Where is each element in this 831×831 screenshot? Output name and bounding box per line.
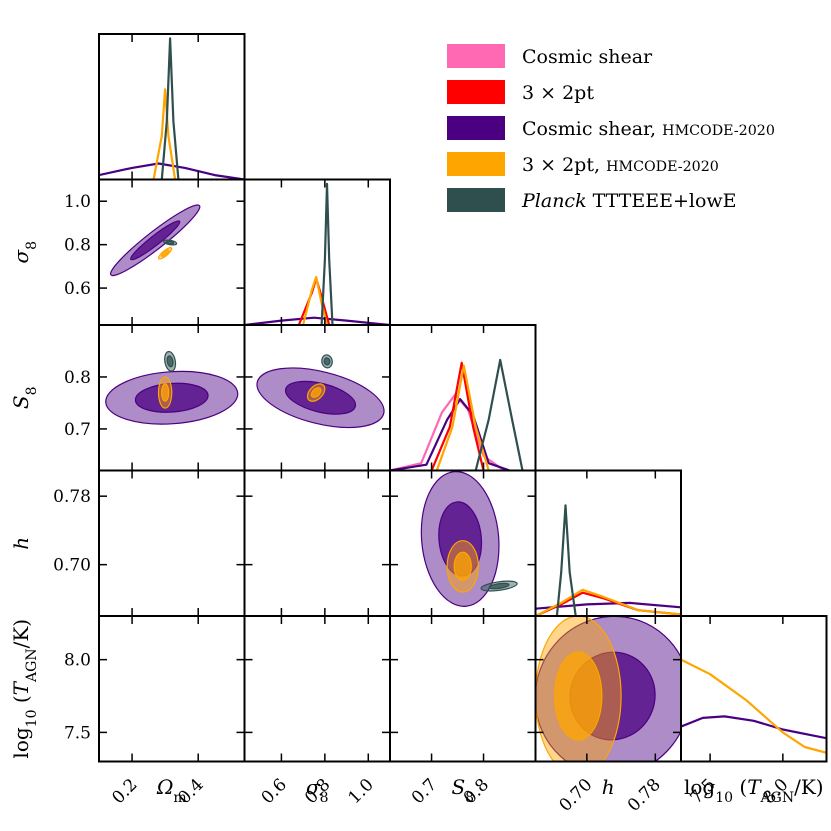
x-tick-label: 0.6 <box>258 775 291 808</box>
marginal-s8 <box>244 182 390 325</box>
panel-frame <box>243 615 391 763</box>
y-axis-label-S8: S8 <box>9 386 40 409</box>
contour-S8-h-10 <box>446 540 479 593</box>
marginal-curve <box>160 37 180 180</box>
contour-om-S8-4 <box>157 376 173 409</box>
panel-frame <box>98 615 246 763</box>
contour-level <box>165 240 175 245</box>
panel-frame <box>680 615 828 763</box>
legend-swatch <box>447 116 505 140</box>
marginals-layer <box>99 37 827 754</box>
axis-labels: Ωm σ8 S8 h log10 (TAGN/K) σ8 S8 h log10 (TAGN/K) <box>9 241 824 806</box>
panel-frames <box>98 33 828 763</box>
y-tick-label: 0.8 <box>64 368 91 388</box>
legend-label: 3 × 2pt, HMCODE-2020 <box>522 154 719 176</box>
legend-swatch <box>447 152 505 176</box>
marginal-curve <box>430 361 485 471</box>
x-axis-label-om: Ωm <box>156 775 187 806</box>
marginal-curve <box>435 364 490 471</box>
marginal-curve <box>555 504 577 616</box>
marginal-curve <box>681 715 827 740</box>
marginal-S8 <box>390 358 524 471</box>
legend-swatch <box>447 44 505 68</box>
contour-h-tagn-13 <box>535 616 622 762</box>
x-tick-label: 0.7 <box>408 775 441 808</box>
x-tick-label: 0.70 <box>555 775 596 816</box>
x-tick-label: 0.78 <box>624 775 665 816</box>
y-axis-label-s8: σ8 <box>9 241 40 264</box>
contour-level <box>166 355 174 368</box>
x-axis-label-S8: S8 <box>451 775 474 806</box>
legend-swatch <box>447 80 505 104</box>
y-tick-label: 8.0 <box>64 651 91 671</box>
y-tick-label: 0.78 <box>53 487 91 507</box>
marginal-curve <box>535 601 681 610</box>
legend-label: Cosmic shear <box>522 46 653 68</box>
marginal-curve <box>244 316 390 325</box>
x-axis-label-h: h <box>602 775 615 799</box>
panel-frame <box>389 615 537 763</box>
contour-om-s8-0 <box>109 204 201 277</box>
panel-frame <box>243 178 391 326</box>
contour-om-s8-2 <box>162 239 178 246</box>
marginal-curve <box>320 182 334 325</box>
y-axis-label-h: h <box>9 537 33 550</box>
x-axis-label-tagn: log10 (TAGN/K) <box>684 775 824 806</box>
y-tick-label: 0.70 <box>53 556 91 576</box>
panel-frame <box>389 324 537 472</box>
contour-s8-S8-8 <box>321 354 333 369</box>
x-tick-label: 1.0 <box>345 775 378 808</box>
legend-label: Cosmic shear, HMCODE-2020 <box>522 118 775 140</box>
tick-labels: 0.60.81.00.70.80.700.787.58.00.2 0.4 0.6 0.… <box>53 192 792 816</box>
y-tick-label: 1.0 <box>64 192 91 212</box>
y-axis-label-tagn: log10 (TAGN/K) <box>9 619 40 759</box>
contours-layer <box>105 204 681 762</box>
x-axis-label-s8: σ8 <box>306 775 329 806</box>
legend-label: 3 × 2pt <box>522 82 594 104</box>
panel-frame <box>243 469 391 617</box>
contour-level <box>554 651 603 741</box>
contour-level <box>323 357 331 366</box>
panel-frame <box>98 178 246 326</box>
marginal-tagn <box>681 658 827 754</box>
marginal-curve <box>152 88 177 180</box>
contour-om-S8-5 <box>164 350 177 372</box>
marginal-curve <box>474 358 524 471</box>
contour-level <box>130 220 181 261</box>
contour-level <box>310 387 322 398</box>
legend: Cosmic shear 3 × 2pt Cosmic shear, HMCODE-… <box>447 44 775 212</box>
tick-marks <box>99 34 784 762</box>
panel-frame <box>534 469 682 617</box>
contour-level <box>160 383 170 402</box>
contour-level <box>488 582 510 590</box>
y-tick-label: 0.7 <box>64 420 91 440</box>
y-tick-label: 0.6 <box>64 279 91 299</box>
marginal-curve <box>681 658 827 754</box>
panel-frame <box>98 469 246 617</box>
marginal-h <box>535 504 681 616</box>
contour-om-s8-1 <box>157 247 173 260</box>
contour-level <box>453 551 472 582</box>
legend-label: Planck TTTEEE+lowE <box>521 190 737 212</box>
y-tick-label: 0.8 <box>64 236 91 256</box>
marginal-om <box>99 37 245 180</box>
legend-swatch <box>447 188 505 212</box>
y-tick-label: 7.5 <box>64 723 91 743</box>
marginal-curve <box>99 162 245 180</box>
contour-s8-S8-7 <box>306 383 326 402</box>
contour-S8-h-11 <box>480 580 518 592</box>
x-tick-label: 0.2 <box>108 775 141 808</box>
contour-S8-h-9 <box>420 470 500 607</box>
contour-level <box>160 249 170 258</box>
marginal-curve <box>390 398 510 471</box>
